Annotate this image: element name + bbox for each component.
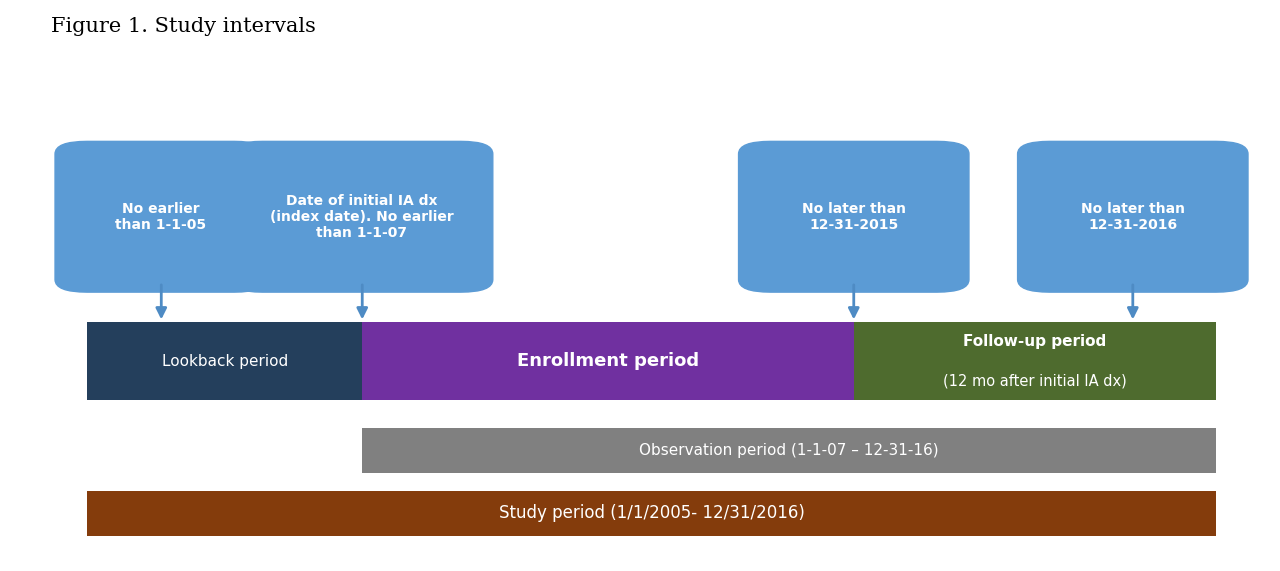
FancyBboxPatch shape — [230, 142, 493, 292]
Bar — [854, 322, 1216, 400]
FancyBboxPatch shape — [55, 142, 266, 292]
Text: Follow-up period: Follow-up period — [964, 333, 1106, 349]
Text: Figure 1. Study intervals: Figure 1. Study intervals — [51, 17, 316, 36]
Text: Date of initial IA dx
(index date). No earlier
than 1-1-07: Date of initial IA dx (index date). No e… — [270, 194, 453, 240]
Bar — [87, 322, 362, 400]
Text: Observation period (1-1-07 – 12-31-16): Observation period (1-1-07 – 12-31-16) — [639, 443, 940, 458]
Text: Enrollment period: Enrollment period — [517, 352, 699, 370]
FancyBboxPatch shape — [1018, 142, 1248, 292]
Text: Study period (1/1/2005- 12/31/2016): Study period (1/1/2005- 12/31/2016) — [499, 504, 804, 522]
Bar — [362, 428, 1216, 473]
FancyBboxPatch shape — [739, 142, 969, 292]
Bar — [87, 490, 1216, 536]
Text: (12 mo after initial IA dx): (12 mo after initial IA dx) — [943, 374, 1126, 389]
Bar — [362, 322, 854, 400]
Text: No later than
12-31-2016: No later than 12-31-2016 — [1080, 202, 1185, 232]
Text: No earlier
than 1-1-05: No earlier than 1-1-05 — [115, 202, 206, 232]
Text: Lookback period: Lookback period — [161, 353, 288, 369]
Text: No later than
12-31-2015: No later than 12-31-2015 — [801, 202, 906, 232]
